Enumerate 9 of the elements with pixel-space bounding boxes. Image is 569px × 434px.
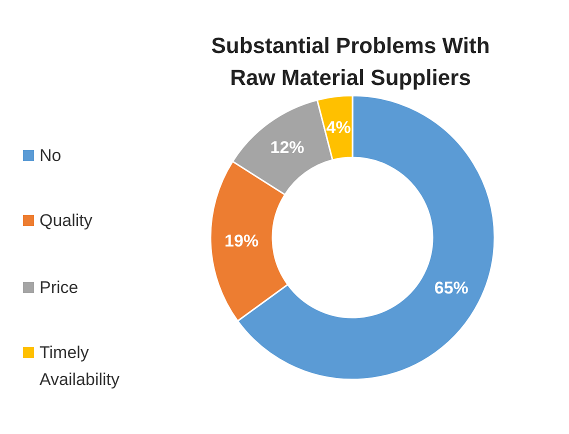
data-label: 19% bbox=[224, 231, 259, 250]
data-label: 12% bbox=[270, 138, 304, 158]
legend-label: Timely Availability bbox=[40, 343, 120, 389]
legend-label: Quality bbox=[40, 211, 93, 230]
legend-label: No bbox=[40, 146, 62, 165]
chart-title: Substantial Problems With Raw Material Suppliers bbox=[211, 33, 490, 90]
legend-label: Price bbox=[40, 278, 78, 297]
data-label: 4% bbox=[326, 118, 351, 137]
data-label: 65% bbox=[434, 278, 468, 298]
